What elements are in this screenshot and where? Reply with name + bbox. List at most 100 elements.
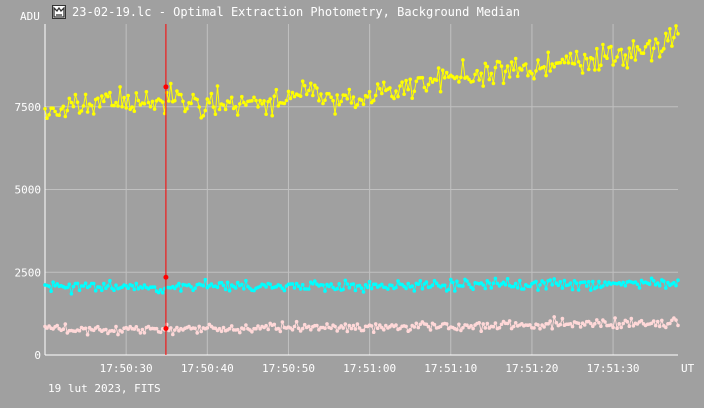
series-2-point xyxy=(481,283,486,287)
series-3-point xyxy=(307,324,311,329)
series-2-point xyxy=(83,281,88,286)
y-tick-label: 0 xyxy=(34,349,41,362)
series-1-point xyxy=(148,104,153,109)
series-3-point xyxy=(83,326,88,331)
series-1-point xyxy=(649,58,654,63)
series-2-point xyxy=(292,286,297,290)
series-1-point xyxy=(676,32,680,36)
series-1-point xyxy=(349,101,354,105)
series-3-point xyxy=(532,326,536,330)
series-1-point xyxy=(242,100,246,105)
y-tick-label: 7500 xyxy=(15,101,42,114)
series-3-point xyxy=(158,330,163,335)
series-1-point xyxy=(568,51,573,56)
series-2-point xyxy=(621,280,625,285)
series-1-point xyxy=(167,99,171,103)
series-1-point xyxy=(572,62,577,66)
series-2-point xyxy=(635,282,640,287)
series-1-point xyxy=(91,112,96,116)
series-1-point xyxy=(621,63,625,67)
series-1-point xyxy=(479,71,484,76)
series-2-point xyxy=(451,280,455,285)
series-1-point xyxy=(106,94,110,99)
series-3-point xyxy=(343,322,348,326)
series-2-point xyxy=(511,284,516,289)
photometry-app-icon[interactable] xyxy=(52,5,66,19)
series-3-point xyxy=(333,324,337,329)
series-3-point xyxy=(414,321,419,326)
series-2-point xyxy=(47,284,51,289)
series-1-point xyxy=(179,92,183,97)
series-2-point xyxy=(87,284,92,289)
series-2-point xyxy=(518,278,522,283)
series-1-point xyxy=(601,42,605,47)
series-2-point xyxy=(337,282,342,286)
series-2-point xyxy=(132,287,137,292)
series-2-point xyxy=(534,279,538,284)
series-1-point xyxy=(526,73,530,78)
series-1-point xyxy=(290,90,295,95)
series-2-point xyxy=(175,284,179,288)
series-2-point xyxy=(483,286,488,291)
series-3-point xyxy=(329,326,333,331)
series-3-point xyxy=(542,325,546,329)
series-3-point xyxy=(477,321,482,325)
series-3-point xyxy=(639,318,644,323)
series-2-point xyxy=(515,285,520,290)
series-1-point xyxy=(619,47,623,52)
series-2-point xyxy=(179,289,183,293)
series-1-point xyxy=(524,62,528,66)
series-1-point xyxy=(339,99,344,104)
series-1-point xyxy=(461,58,465,62)
series-3-point xyxy=(357,326,362,330)
series-3-point xyxy=(408,328,413,332)
series-2-point xyxy=(386,287,390,291)
series-1-point xyxy=(483,61,488,66)
series-1-point xyxy=(392,96,396,101)
series-3-point xyxy=(651,319,656,323)
series-1-point xyxy=(550,62,554,66)
series-1-point xyxy=(337,102,342,107)
series-3-point xyxy=(116,332,120,337)
series-2-point xyxy=(568,281,573,285)
series-2-point xyxy=(307,287,311,291)
series-1-point xyxy=(388,86,392,90)
series-1-point xyxy=(104,92,108,96)
series-1-point xyxy=(467,77,471,82)
series-3-point xyxy=(459,328,463,333)
series-2-point xyxy=(223,287,228,292)
series-1-point xyxy=(615,55,619,59)
series-1-point xyxy=(465,75,469,79)
series-3-point xyxy=(536,323,540,327)
series-2-point xyxy=(343,278,348,283)
series-1-point xyxy=(485,64,490,69)
series-1-point xyxy=(81,104,86,108)
series-1-point xyxy=(471,79,475,84)
series-2-point xyxy=(282,288,287,293)
series-2-point xyxy=(69,292,74,296)
series-2-point xyxy=(244,278,248,283)
series-3-point xyxy=(485,321,490,326)
series-1-point xyxy=(475,68,479,73)
series-1-point xyxy=(613,59,617,63)
series-1-point xyxy=(660,49,664,53)
series-2-point xyxy=(353,288,358,293)
series-1-point xyxy=(410,96,415,100)
series-3-point xyxy=(546,322,550,326)
series-2-point xyxy=(453,289,457,293)
series-1-point xyxy=(67,96,72,101)
series-3-point xyxy=(126,327,130,331)
x-axis-label: UT xyxy=(681,362,695,375)
series-2-point xyxy=(649,276,654,281)
series-3-point xyxy=(61,327,66,332)
footer-date-format: 19 lut 2023, FITS xyxy=(48,382,161,395)
series-1-point xyxy=(126,93,130,98)
series-3-point xyxy=(371,330,376,335)
series-1-point xyxy=(503,69,508,74)
series-1-point xyxy=(124,106,128,110)
series-3-point xyxy=(619,325,623,330)
series-3-point xyxy=(63,322,68,326)
series-2-point xyxy=(335,286,340,291)
series-1-point xyxy=(343,93,348,98)
